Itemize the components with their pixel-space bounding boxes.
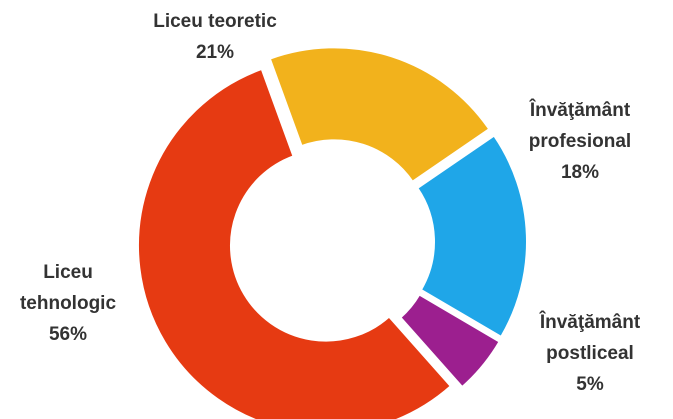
value-label: 5%	[576, 374, 604, 395]
category-label: Învăţământ postliceal	[539, 312, 641, 364]
donut-slice	[136, 67, 453, 419]
donut-slice	[399, 293, 501, 389]
category-label: Liceu teoretic	[153, 11, 277, 32]
category-label: Învăţământ profesional	[528, 100, 632, 152]
donut-slice	[268, 46, 491, 184]
label-group: Învăţământ profesional 18%	[505, 95, 655, 188]
value-label: 56%	[48, 324, 88, 345]
donut-slice	[415, 134, 528, 339]
label-group: Învăţământ postliceal 5%	[520, 307, 660, 400]
label-group: Liceu tehnologic 56%	[8, 257, 128, 350]
category-label: Liceu tehnologic	[19, 262, 117, 314]
label-group: Liceu teoretic 21%	[130, 6, 300, 68]
value-label: 18%	[560, 162, 600, 183]
value-label: 21%	[195, 42, 235, 63]
